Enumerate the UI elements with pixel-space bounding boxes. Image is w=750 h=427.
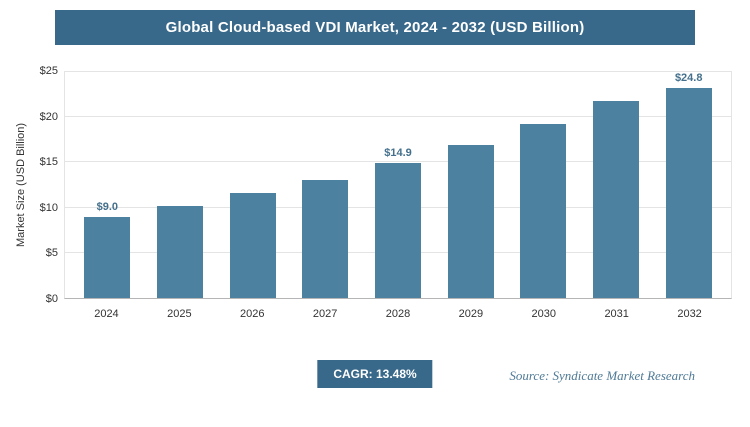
chart-title-bar: Global Cloud-based VDI Market, 2024 - 20… bbox=[55, 10, 695, 45]
cagr-badge: CAGR: 13.48% bbox=[317, 360, 433, 388]
y-tick-label: $0 bbox=[45, 293, 58, 305]
bar-2024 bbox=[84, 216, 131, 298]
x-tick-label: 2027 bbox=[312, 308, 338, 320]
bar-2028 bbox=[375, 163, 422, 298]
x-tick-label: 2032 bbox=[677, 308, 702, 320]
x-tick-label: 2029 bbox=[458, 308, 484, 320]
bars-row: $9.0 $14.9 $24.8 bbox=[65, 72, 731, 298]
x-tick-label: 2031 bbox=[604, 308, 629, 320]
y-tick-label: $25 bbox=[39, 65, 58, 77]
plot-column: $9.0 $14.9 $24.8 2024 2025 2026 2027 2028 2029 2… bbox=[64, 71, 732, 320]
x-tick-label: 2026 bbox=[239, 308, 265, 320]
x-tick-label: 2030 bbox=[531, 308, 557, 320]
bar-value-label: $9.0 bbox=[96, 200, 119, 213]
bar-cell bbox=[144, 72, 217, 298]
bar-value-label: $14.9 bbox=[384, 147, 412, 160]
y-tick-label: $20 bbox=[39, 110, 58, 123]
bar-2031 bbox=[593, 100, 640, 298]
bar-2025 bbox=[157, 205, 203, 298]
x-tick-label: 2024 bbox=[94, 308, 119, 320]
y-tick-label: $10 bbox=[39, 201, 58, 214]
bar-cell: $14.9 bbox=[362, 72, 435, 298]
chart-title: Global Cloud-based VDI Market, 2024 - 20… bbox=[165, 19, 585, 36]
bar-2026 bbox=[229, 193, 276, 298]
source-text: Source: Syndicate Market Research bbox=[509, 368, 695, 383]
bar-2032 bbox=[665, 88, 712, 298]
bar-cell: $24.8 bbox=[652, 72, 725, 298]
bar-cell bbox=[507, 72, 580, 298]
y-axis-ticks: $0 $5 $10 $15 $20 $25 bbox=[30, 65, 64, 305]
gridline bbox=[65, 71, 731, 72]
bar-cell: $9.0 bbox=[71, 72, 144, 298]
y-axis-title: Market Size (USD Billion) bbox=[15, 122, 27, 248]
bar-2029 bbox=[447, 145, 494, 298]
gridline bbox=[65, 161, 731, 163]
bar-value-label: $24.8 bbox=[674, 72, 703, 84]
gridline bbox=[65, 116, 731, 118]
chart: Market Size (USD Billion) $0 $5 $10 $15 $20 $… bbox=[12, 65, 732, 320]
x-tick-label: 2025 bbox=[167, 308, 192, 320]
bar-2027 bbox=[302, 179, 349, 298]
y-tick-label: $15 bbox=[39, 156, 58, 169]
x-tick-label: 2028 bbox=[385, 308, 411, 320]
x-axis-labels: 2024 2025 2026 2027 2028 2029 2030 2031 2032 bbox=[64, 299, 732, 320]
bar-cell bbox=[289, 72, 362, 298]
y-tick-label: $5 bbox=[45, 247, 58, 260]
plot-area: $9.0 $14.9 $24.8 bbox=[64, 71, 732, 299]
bar-cell bbox=[216, 72, 289, 298]
bar-2030 bbox=[520, 124, 567, 298]
chart-footer: CAGR: 13.48% Source: Syndicate Market Re… bbox=[0, 360, 750, 392]
bar-cell bbox=[580, 72, 653, 298]
bar-cell bbox=[434, 72, 507, 298]
